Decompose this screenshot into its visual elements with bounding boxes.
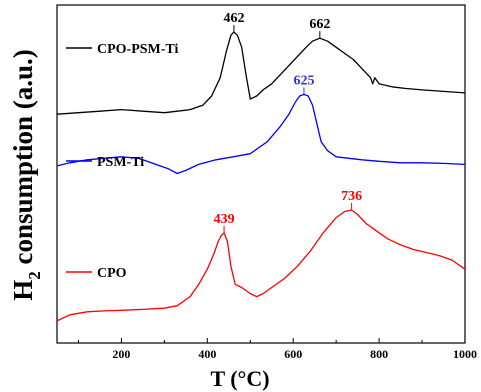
- peak-label-662: 662: [309, 17, 330, 32]
- peak-label-625: 625: [293, 73, 314, 88]
- series-line-cpo: [56, 209, 466, 322]
- legend-label-cpo: CPO: [97, 266, 127, 281]
- x-tick-label-400: 400: [198, 347, 216, 361]
- y-axis-label-h: H: [8, 280, 38, 301]
- peak-label-736: 736: [341, 189, 362, 204]
- x-tick-label-800: 800: [370, 347, 388, 361]
- x-tick-label-200: 200: [112, 347, 130, 361]
- y-axis-label-subscript: 2: [25, 271, 44, 280]
- peak-label-462: 462: [223, 11, 244, 26]
- legend: CPO-PSM-Ti PSM-Ti CPO: [66, 42, 179, 281]
- y-axis-label-rest: consumption (a.u.): [8, 49, 38, 271]
- plot-frame: [56, 4, 466, 344]
- legend-label-cpo-psm-ti: CPO-PSM-Ti: [97, 42, 179, 57]
- y-axis-label: H2 consumption (a.u.): [8, 49, 44, 301]
- x-tick-label-1000: 1000: [453, 347, 477, 361]
- x-axis: 200 400 600 800 1000: [77, 338, 477, 361]
- series-line-cpo-psm-ti: [56, 31, 466, 115]
- x-axis-label: T (°C): [210, 366, 269, 391]
- x-tick-label-600: 600: [284, 347, 302, 361]
- series-layer: [56, 31, 466, 322]
- peak-label-439: 439: [214, 212, 235, 227]
- peak-annotations: 462 662 625 439 736: [214, 11, 362, 233]
- legend-label-psm-ti: PSM-Ti: [97, 155, 144, 170]
- series-line-psm-ti: [56, 93, 466, 175]
